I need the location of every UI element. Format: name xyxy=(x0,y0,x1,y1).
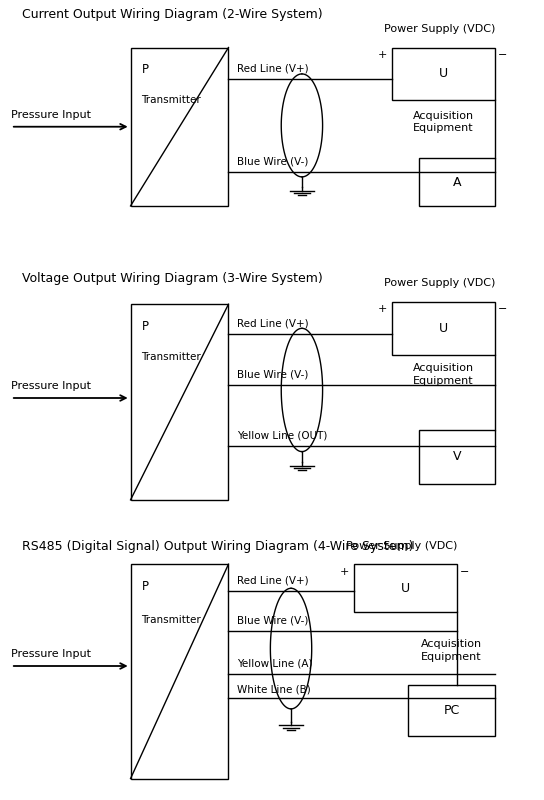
Bar xyxy=(131,47,228,206)
Text: Pressure Input: Pressure Input xyxy=(11,650,91,659)
Bar xyxy=(131,304,228,500)
Text: Red Line (V+): Red Line (V+) xyxy=(237,318,308,328)
Text: +: + xyxy=(340,567,349,577)
Text: Red Line (V+): Red Line (V+) xyxy=(237,64,308,74)
Text: P: P xyxy=(141,63,149,76)
Text: Blue Wire (V-): Blue Wire (V-) xyxy=(237,370,308,379)
Bar xyxy=(419,430,495,484)
Text: −: − xyxy=(498,50,507,60)
Bar xyxy=(131,564,228,778)
Text: A: A xyxy=(453,176,461,189)
Bar xyxy=(408,685,495,736)
Text: Transmitter: Transmitter xyxy=(141,95,201,105)
Text: P: P xyxy=(141,580,149,594)
Text: U: U xyxy=(401,582,410,594)
Text: Red Line (V+): Red Line (V+) xyxy=(237,576,308,586)
Bar xyxy=(354,564,457,613)
Text: +: + xyxy=(378,304,387,314)
Text: Pressure Input: Pressure Input xyxy=(11,382,91,391)
Text: Acquisition
Equipment: Acquisition Equipment xyxy=(421,639,482,662)
Text: Acquisition
Equipment: Acquisition Equipment xyxy=(413,363,474,386)
Text: −: − xyxy=(460,567,469,577)
Text: Blue Wire (V-): Blue Wire (V-) xyxy=(237,156,308,166)
Bar xyxy=(419,158,495,206)
Text: Voltage Output Wiring Diagram (3-Wire System): Voltage Output Wiring Diagram (3-Wire Sy… xyxy=(22,272,323,285)
Text: V: V xyxy=(453,450,461,463)
Text: P: P xyxy=(141,320,149,334)
Text: Current Output Wiring Diagram (2-Wire System): Current Output Wiring Diagram (2-Wire Sy… xyxy=(22,8,323,21)
Text: −: − xyxy=(498,304,507,314)
Text: Transmitter: Transmitter xyxy=(141,353,201,362)
Text: RS485 (Digital Signal) Output Wiring Diagram (4-Wire System): RS485 (Digital Signal) Output Wiring Dia… xyxy=(22,540,413,553)
Text: Pressure Input: Pressure Input xyxy=(11,110,91,120)
Text: PC: PC xyxy=(443,704,460,717)
Text: Power Supply (VDC): Power Supply (VDC) xyxy=(384,24,495,34)
Text: Acquisition
Equipment: Acquisition Equipment xyxy=(413,111,474,134)
Text: Transmitter: Transmitter xyxy=(141,615,201,625)
Text: +: + xyxy=(378,50,387,60)
Text: Power Supply (VDC): Power Supply (VDC) xyxy=(384,278,495,288)
Text: U: U xyxy=(439,67,448,81)
Bar xyxy=(392,47,495,100)
Text: U: U xyxy=(439,322,448,335)
Text: Yellow Line (A): Yellow Line (A) xyxy=(237,658,312,669)
Bar xyxy=(392,302,495,355)
Text: Power Supply (VDC): Power Supply (VDC) xyxy=(345,541,457,550)
Text: Blue Wire (V-): Blue Wire (V-) xyxy=(237,616,308,626)
Text: Yellow Line (OUT): Yellow Line (OUT) xyxy=(237,431,327,441)
Text: White Line (B): White Line (B) xyxy=(237,684,311,694)
